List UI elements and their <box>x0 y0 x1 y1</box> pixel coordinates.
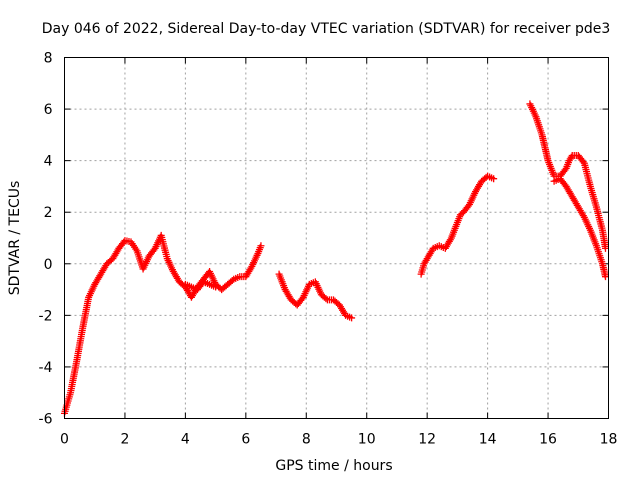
x-tick-label: 10 <box>358 432 376 448</box>
x-tick-label: 18 <box>600 432 618 448</box>
x-tick-label: 0 <box>60 432 69 448</box>
y-axis-label: SDTVAR / TECUs <box>7 181 23 296</box>
y-tick-label: 4 <box>44 154 53 170</box>
data-point <box>348 314 356 322</box>
x-axis-label: GPS time / hours <box>275 458 392 474</box>
x-tick-label: 2 <box>120 432 129 448</box>
chart-title: Day 046 of 2022, Sidereal Day-to-day VTE… <box>42 21 611 37</box>
x-tick-label: 16 <box>539 432 557 448</box>
series-segment-2 <box>275 270 356 322</box>
x-tick-label: 12 <box>418 432 436 448</box>
y-tick-label: 8 <box>44 51 53 67</box>
data-point <box>212 283 220 291</box>
series-segment-1 <box>61 231 265 417</box>
y-tick-label: 6 <box>44 102 53 118</box>
data-point <box>257 242 265 250</box>
y-tick-label: 2 <box>44 205 53 221</box>
data-point <box>120 238 128 246</box>
y-tick-label: 0 <box>44 257 53 273</box>
series-segment-4b <box>550 175 609 281</box>
data-point <box>579 158 587 166</box>
x-tick-label: 4 <box>181 432 190 448</box>
x-tick-label: 6 <box>241 432 250 448</box>
data-point <box>228 277 236 285</box>
x-tick-label: 8 <box>302 432 311 448</box>
series-segment-1b <box>181 278 220 294</box>
x-tick-label: 14 <box>479 432 497 448</box>
data-point <box>490 175 498 183</box>
y-tick-label: -6 <box>39 412 53 428</box>
y-tick-label: -2 <box>39 308 53 324</box>
data-point <box>322 295 330 303</box>
y-tick-label: -4 <box>39 360 53 376</box>
grid <box>64 57 609 419</box>
series-segment-4a <box>526 100 609 252</box>
data-point <box>601 273 609 281</box>
axis-ticks: 0 2 4 6 8 10 12 14 16 18 -6 -4 -2 0 2 4 6 8 <box>39 51 618 448</box>
data-points <box>61 100 609 417</box>
data-point <box>601 244 609 252</box>
series-segment-3 <box>417 172 498 278</box>
plot-frame <box>64 57 609 419</box>
